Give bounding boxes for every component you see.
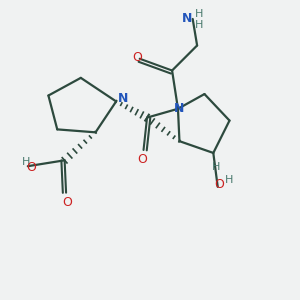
Text: O: O (214, 178, 224, 191)
Text: N: N (174, 102, 184, 115)
Text: N: N (182, 13, 192, 26)
Text: O: O (137, 153, 147, 166)
Text: H: H (195, 9, 203, 19)
Text: H: H (212, 162, 220, 172)
Text: O: O (132, 51, 142, 64)
Text: H: H (195, 20, 203, 30)
Text: H: H (22, 157, 31, 167)
Text: H: H (225, 175, 233, 185)
Text: O: O (63, 196, 73, 208)
Text: O: O (26, 161, 36, 174)
Text: N: N (117, 92, 128, 105)
